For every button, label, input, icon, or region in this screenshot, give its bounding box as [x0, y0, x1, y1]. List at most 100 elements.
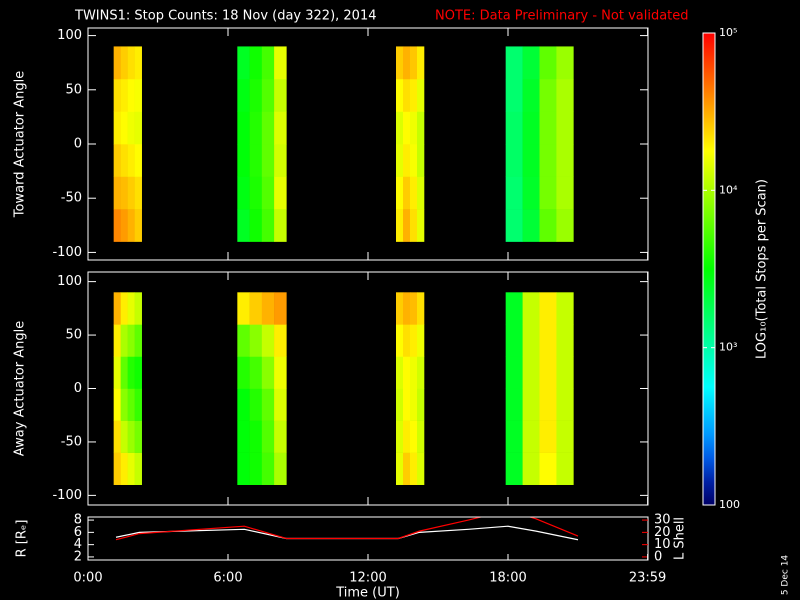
- heatmap-cell: [410, 176, 418, 210]
- heatmap-cell: [396, 420, 404, 453]
- heatmap-cell: [403, 46, 411, 80]
- heatmap-cell: [417, 356, 425, 389]
- heatmap-cell: [134, 292, 142, 325]
- heatmap-cell: [237, 78, 250, 112]
- heatmap-cell: [403, 111, 411, 145]
- y-tick-label: 4: [74, 537, 82, 552]
- heatmap-cell: [522, 144, 540, 177]
- y-tick-label: 8: [74, 513, 82, 528]
- series-line: [115, 517, 579, 541]
- heatmap-cell: [505, 209, 523, 242]
- heatmap-cell: [556, 144, 574, 177]
- heatmap-cell: [237, 176, 250, 210]
- y2-tick-label: 0: [654, 549, 662, 564]
- heatmap-cell: [556, 209, 574, 242]
- heatmap-cell: [249, 144, 263, 177]
- heatmap-cell: [274, 144, 287, 177]
- y-tick-label: 2: [74, 549, 82, 564]
- heatmap-cell: [249, 452, 263, 485]
- heatmap-cell: [274, 420, 287, 453]
- heatmap-cell: [556, 292, 574, 325]
- heatmap-cell: [505, 78, 523, 112]
- heatmap-cell: [261, 46, 275, 80]
- heatmap-cell: [417, 78, 425, 112]
- y-tick-label: -50: [61, 434, 82, 449]
- y-axis-label: R [Rₑ]: [15, 520, 30, 558]
- heatmap-cell: [261, 292, 275, 325]
- heatmap-cell: [410, 452, 418, 485]
- colorbar-tick-label: 10⁴: [719, 183, 738, 196]
- heatmap-cell: [522, 388, 540, 421]
- heatmap-cell: [261, 111, 275, 145]
- y-tick-label: 0: [74, 137, 82, 152]
- heatmap-cell: [113, 388, 121, 421]
- heatmap-cell: [120, 46, 128, 80]
- heatmap-cell: [127, 420, 135, 453]
- heatmap-cell: [249, 209, 263, 242]
- x-tick-label: 0:00: [73, 571, 102, 586]
- heatmap-cell: [505, 176, 523, 210]
- heatmap-cell: [120, 144, 128, 177]
- heatmap-cell: [522, 46, 540, 80]
- heatmap-cell: [522, 78, 540, 112]
- heatmap-cell: [417, 111, 425, 145]
- heatmap-cell: [120, 452, 128, 485]
- heatmap-cell: [403, 388, 411, 421]
- heatmap-cell: [261, 144, 275, 177]
- heatmap-cell: [410, 78, 418, 112]
- heatmap-cell: [556, 388, 574, 421]
- heatmap-cell: [274, 78, 287, 112]
- y-tick-label: -100: [52, 245, 82, 260]
- heatmap-cell: [113, 111, 121, 145]
- heatmap-cell: [134, 46, 142, 80]
- heatmap-cell: [403, 209, 411, 242]
- heatmap-cell: [539, 420, 557, 453]
- heatmap-cell: [396, 356, 404, 389]
- y-tick-label: 50: [65, 82, 82, 97]
- heatmap-cell: [237, 388, 250, 421]
- heatmap-cell: [410, 420, 418, 453]
- heatmap-cell: [261, 452, 275, 485]
- heatmap-cell: [237, 452, 250, 485]
- heatmap-cell: [505, 111, 523, 145]
- heatmap-cell: [113, 46, 121, 80]
- heatmap-cell: [505, 324, 523, 357]
- heatmap-cell: [539, 292, 557, 325]
- heatmap-cell: [396, 78, 404, 112]
- heatmap-cell: [134, 388, 142, 421]
- heatmap-cell: [261, 388, 275, 421]
- heatmap-cell: [134, 356, 142, 389]
- colorbar-tick-label: 100: [719, 498, 740, 511]
- heatmap-cell: [127, 176, 135, 210]
- y2-tick-label: 20: [654, 525, 671, 540]
- note: NOTE: Data Preliminary - Not validated: [435, 9, 689, 24]
- heatmap-cell: [396, 452, 404, 485]
- heatmap-cell: [410, 144, 418, 177]
- y-tick-label: 0: [74, 381, 82, 396]
- heatmap-cell: [396, 292, 404, 325]
- heatmap-cell: [417, 144, 425, 177]
- heatmap-cell: [522, 420, 540, 453]
- heatmap-cell: [249, 292, 263, 325]
- heatmap-cell: [505, 144, 523, 177]
- heatmap-cell: [539, 356, 557, 389]
- x-tick-label: 12:00: [349, 571, 386, 586]
- heatmap-cell: [556, 78, 574, 112]
- heatmap-cell: [249, 388, 263, 421]
- heatmap-cell: [403, 78, 411, 112]
- heatmap-cell: [274, 209, 287, 242]
- heatmap-cell: [127, 111, 135, 145]
- heatmap-cell: [134, 144, 142, 177]
- colorbar-tick-label: 10³: [719, 341, 737, 354]
- heatmap-cell: [539, 46, 557, 80]
- heatmap-cell: [417, 324, 425, 357]
- heatmap-cell: [539, 324, 557, 357]
- heatmap-cell: [556, 420, 574, 453]
- heatmap-cell: [120, 176, 128, 210]
- heatmap-cell: [127, 78, 135, 112]
- colorbar-tick-label: 10⁵: [719, 26, 737, 39]
- x-axis-label: Time (UT): [335, 586, 400, 600]
- heatmap-cell: [113, 209, 121, 242]
- heatmap-cell: [127, 452, 135, 485]
